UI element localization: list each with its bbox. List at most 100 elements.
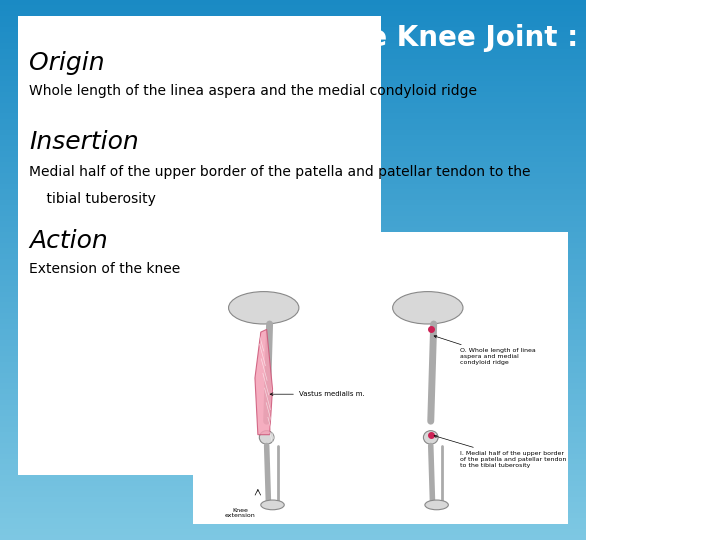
Bar [0,221,586,227]
Bar [0,248,586,254]
Bar [0,475,586,481]
Bar [0,470,586,475]
Bar [0,65,586,70]
Bar [0,340,586,346]
Polygon shape [255,329,272,435]
Text: Medialis Muscle: Medialis Muscle [24,46,272,74]
Text: Insertion: Insertion [30,130,139,153]
Bar [0,356,586,362]
Bar [0,513,586,518]
Bar [0,130,586,135]
Bar [0,302,586,308]
FancyBboxPatch shape [194,232,569,524]
Bar [0,292,586,297]
Bar [0,324,586,329]
FancyBboxPatch shape [17,16,381,475]
Bar [0,49,586,54]
Bar [0,92,586,97]
Bar [0,502,586,508]
Bar [0,400,586,405]
Text: Medial half of the upper border of the patella and patellar tendon to the: Medial half of the upper border of the p… [30,165,531,179]
Bar [0,373,586,378]
Bar [0,432,586,437]
Text: Skeletal Muscles of the Knee Joint : Vastus: Skeletal Muscles of the Knee Joint : Vas… [24,24,693,52]
Bar [0,389,586,394]
Bar [0,535,586,540]
Bar [0,346,586,351]
Bar [0,151,586,157]
Bar [0,281,586,286]
Bar [0,486,586,491]
Bar [0,135,586,140]
Bar [0,119,586,124]
Bar [0,367,586,373]
Bar [0,232,586,238]
Ellipse shape [423,431,438,444]
Bar [0,443,586,448]
Ellipse shape [392,292,463,324]
Bar [0,200,586,205]
Bar [0,459,586,464]
Bar [0,178,586,184]
Bar [0,491,586,497]
Bar [0,189,586,194]
Bar [0,0,586,5]
Bar [0,54,586,59]
Bar [0,216,586,221]
Bar [0,76,586,81]
Bar [0,383,586,389]
Bar [0,5,586,11]
Bar [0,173,586,178]
Bar [0,319,586,324]
Bar [0,518,586,524]
Bar [0,378,586,383]
Bar [0,529,586,535]
Text: O. Whole length of linea
aspera and medial
condyloid ridge: O. Whole length of linea aspera and medi… [434,335,536,365]
Bar [0,508,586,513]
Text: Knee
extension: Knee extension [225,508,256,518]
Bar [0,32,586,38]
Text: Vastus medialis m.: Vastus medialis m. [270,391,364,397]
Bar [0,329,586,335]
Text: Origin: Origin [30,51,105,75]
Bar [0,427,586,432]
Bar [0,146,586,151]
Bar [0,259,586,265]
Bar [0,270,586,275]
Bar [0,211,586,216]
Bar [0,313,586,319]
Bar [0,43,586,49]
Bar [0,81,586,86]
Bar [0,124,586,130]
Bar [0,410,586,416]
Bar [0,194,586,200]
Bar [0,113,586,119]
Bar [0,265,586,270]
Bar [0,103,586,108]
Bar [0,108,586,113]
Bar [0,497,586,502]
Bar [0,184,586,189]
Bar [0,140,586,146]
Bar [0,59,586,65]
Bar [0,205,586,211]
Ellipse shape [425,500,449,510]
Bar [0,405,586,410]
Bar [0,421,586,427]
Text: Extension of the knee: Extension of the knee [30,262,181,276]
Bar [0,238,586,243]
Ellipse shape [228,292,299,324]
Bar [0,416,586,421]
Bar [0,86,586,92]
Bar [0,11,586,16]
Bar [0,362,586,367]
Bar [0,308,586,313]
Bar [0,335,586,340]
Text: Action: Action [30,230,108,253]
Bar [0,275,586,281]
Bar [0,70,586,76]
Bar [0,162,586,167]
Bar [0,524,586,529]
Bar [0,157,586,162]
Bar [0,97,586,103]
